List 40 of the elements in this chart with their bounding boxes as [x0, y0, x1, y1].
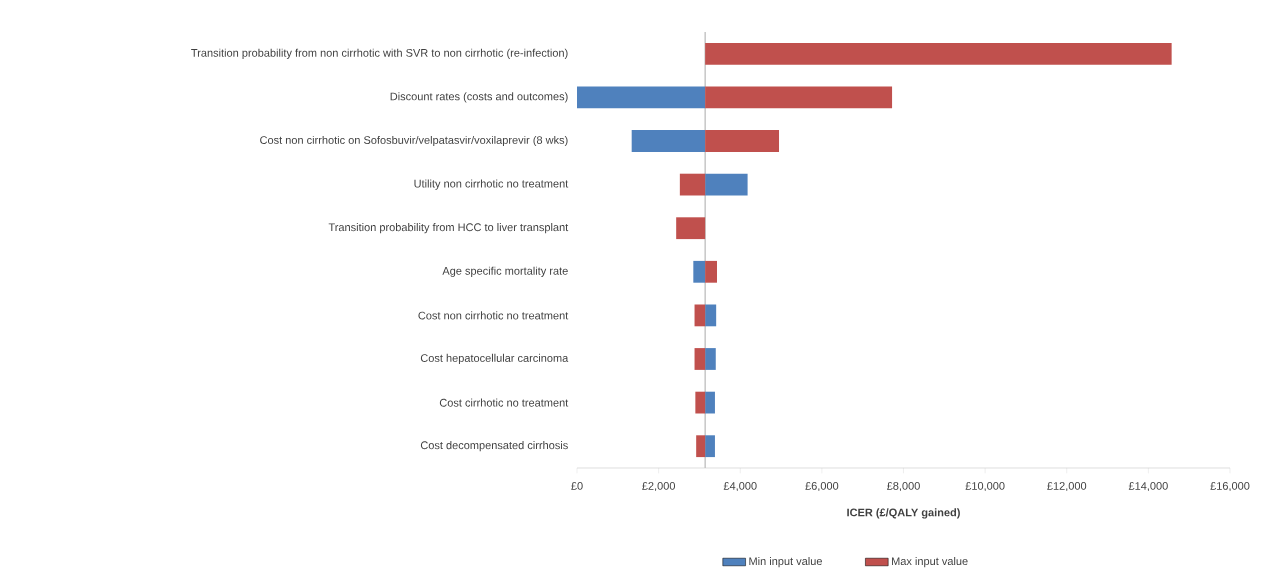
x-axis-title: ICER (£/QALY gained)	[847, 508, 960, 519]
y-tick-label: Transition probability from non cirrhotic with SVR to non cirrhotic (re-infection)	[191, 48, 568, 59]
bar	[705, 130, 780, 152]
legend-label: Min input value	[749, 557, 822, 568]
x-tick-label: £10,000	[965, 482, 1005, 492]
legend-label: Max input value	[892, 557, 968, 568]
x-tick-label: £8,000	[886, 482, 920, 492]
y-tick-label: Cost hepatocellular carcinoma	[420, 353, 569, 365]
y-tick-label: Transition probability from HCC to liver transplant	[328, 223, 569, 234]
bar	[695, 391, 706, 414]
y-tick-label: Cost decompensated cirrhosis	[420, 441, 568, 452]
y-tick-label: Cost cirrhotic no treatment	[439, 398, 569, 407]
bar	[631, 130, 706, 152]
bar	[696, 435, 706, 458]
y-tick-label: Cost non cirrhotic on Sofosbuvir/velpatasvir/voxilaprevir (8 wks)	[260, 135, 568, 147]
x-tick-label: £4,000	[723, 482, 757, 492]
y-tick-label: Cost non cirrhotic no treatment	[418, 311, 569, 320]
y-tick-label: Discount rates (costs and outcomes)	[390, 92, 568, 103]
x-tick-label: £0	[571, 482, 583, 490]
bar	[705, 260, 717, 283]
bar	[577, 86, 706, 109]
bar	[705, 435, 715, 458]
x-tick-label: £6,000	[805, 482, 839, 492]
x-tick-label: £2,000	[642, 482, 676, 492]
x-tick-label: £16,000	[1210, 482, 1250, 492]
bar	[705, 173, 748, 196]
bar	[705, 42, 1172, 65]
bar	[693, 260, 706, 283]
x-tick-label: £14,000	[1128, 482, 1168, 492]
bar	[694, 304, 706, 327]
x-tick-label: £12,000	[1047, 482, 1087, 492]
bar	[705, 86, 893, 109]
bar	[679, 173, 706, 196]
y-tick-label: Utility non cirrhotic no treatment	[414, 179, 569, 190]
bar	[705, 348, 716, 370]
bar	[705, 304, 717, 327]
y-tick-label: Age specific mortality rate	[442, 266, 568, 277]
bar	[676, 217, 706, 240]
bar	[694, 348, 706, 370]
bar	[705, 391, 715, 414]
